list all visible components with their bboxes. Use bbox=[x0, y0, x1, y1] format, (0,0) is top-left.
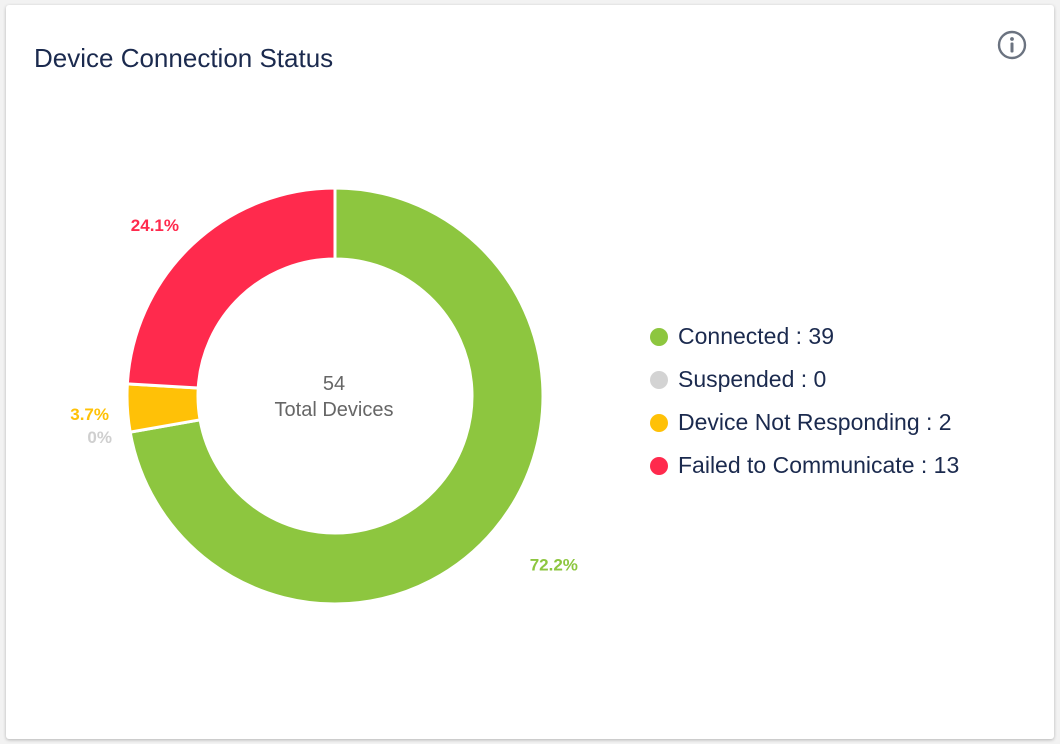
donut-slice-connected[interactable] bbox=[128, 186, 545, 606]
info-circle-icon[interactable] bbox=[996, 29, 1028, 61]
chart-legend: Connected : 39 Suspended : 0 Device Not Re… bbox=[650, 315, 959, 487]
center-total-label: Total Devices bbox=[275, 399, 394, 421]
donut-chart: 72.2% 0% 3.7% 24.1% 54 Total Devices bbox=[70, 186, 578, 606]
legend-dot-icon bbox=[650, 370, 668, 389]
legend-dot-icon bbox=[650, 456, 668, 475]
legend-item-label: Failed to Communicate : 13 bbox=[678, 452, 960, 478]
percent-label-failed-to-communicate: 24.1% bbox=[131, 216, 179, 235]
legend-dot-icon bbox=[650, 327, 668, 346]
donut-slice-failed-to-communicate[interactable] bbox=[125, 186, 337, 390]
donut-slices bbox=[125, 186, 545, 606]
percent-label-suspended: 0% bbox=[87, 428, 112, 447]
legend-item-label: Suspended : 0 bbox=[678, 366, 827, 392]
device-connection-status-card: Device Connection Status 72.2% 0% 3.7% 24.1… bbox=[6, 5, 1054, 739]
percent-label-device-not-responding: 3.7% bbox=[70, 405, 109, 424]
legend-item-label: Connected : 39 bbox=[678, 323, 835, 349]
donut-percent-labels: 72.2% 0% 3.7% 24.1% bbox=[70, 216, 578, 574]
percent-label-connected: 72.2% bbox=[530, 555, 578, 574]
card-title: Device Connection Status bbox=[34, 43, 334, 73]
legend-item-label: Device Not Responding : 2 bbox=[678, 409, 952, 435]
legend-item-connected[interactable]: Connected : 39 bbox=[650, 315, 959, 358]
legend-item-failed-to-communicate[interactable]: Failed to Communicate : 13 bbox=[650, 444, 959, 487]
center-total-value: 54 bbox=[323, 373, 345, 395]
legend-dot-icon bbox=[650, 413, 668, 432]
legend-item-device-not-responding[interactable]: Device Not Responding : 2 bbox=[650, 401, 959, 444]
legend-item-suspended[interactable]: Suspended : 0 bbox=[650, 358, 959, 401]
